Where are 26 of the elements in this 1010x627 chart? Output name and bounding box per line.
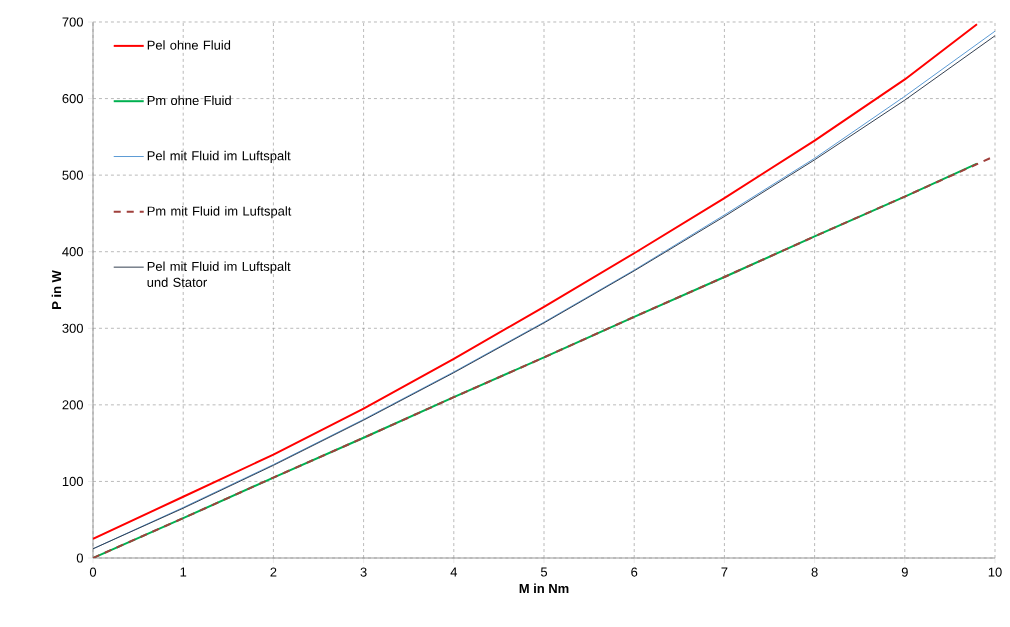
x-tick-label: 6: [631, 567, 638, 577]
legend-label: Pel mit Fluid im Luftspalt und Stator: [147, 261, 291, 287]
x-tick-label: 1: [180, 567, 187, 577]
x-tick-label: 9: [901, 567, 908, 577]
y-tick-label: 300: [62, 323, 83, 333]
y-tick-label: 200: [62, 400, 83, 410]
y-tick-label: 700: [62, 17, 83, 27]
x-tick-label: 4: [450, 567, 458, 577]
y-axis-title: P in W: [51, 270, 62, 309]
y-tick-label: 0: [76, 553, 83, 563]
x-tick-label: 0: [89, 567, 97, 577]
x-tick-label: 10: [988, 567, 1002, 577]
x-tick-label: 8: [811, 567, 818, 577]
legend-label: Pm ohne Fluid: [147, 95, 231, 106]
x-tick-label: 7: [721, 567, 728, 577]
y-tick-label: 600: [62, 93, 83, 104]
legend-label: Pel ohne Fluid: [147, 40, 231, 50]
y-tick-label: 500: [62, 170, 83, 180]
x-axis-title: M in Nm: [519, 583, 569, 593]
x-tick-label: 3: [360, 567, 367, 577]
legend-label: Pel mit Fluid im Luftspalt: [147, 150, 291, 163]
y-tick-label: 400: [62, 247, 83, 257]
x-tick-label: 5: [540, 567, 548, 577]
x-tick-label: 2: [270, 567, 277, 577]
legend-label: Pm mit Fluid im Luftspalt: [147, 206, 292, 219]
y-tick-label: 100: [62, 476, 83, 487]
